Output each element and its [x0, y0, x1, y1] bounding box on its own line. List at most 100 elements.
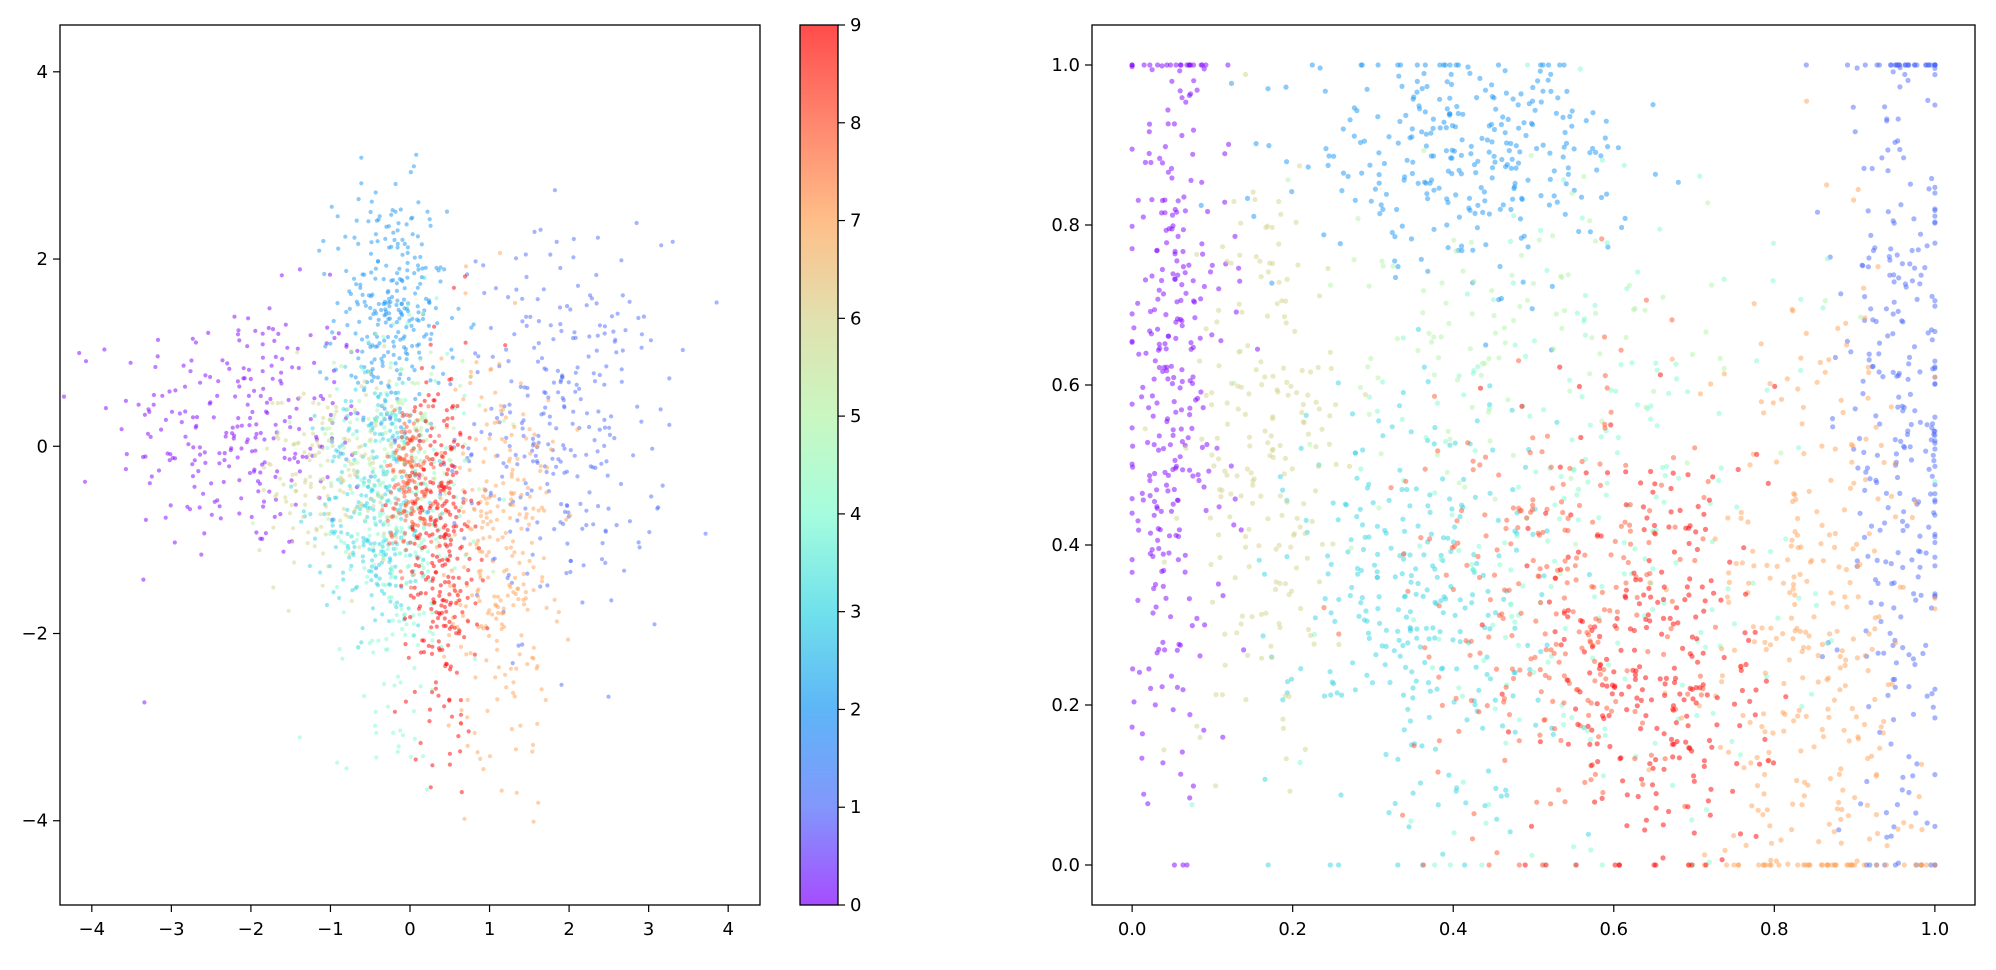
- data-point: [141, 577, 146, 582]
- data-point: [1434, 452, 1440, 458]
- data-point: [1193, 397, 1199, 403]
- data-point: [1932, 499, 1938, 505]
- data-point: [405, 245, 410, 250]
- data-point: [1896, 275, 1902, 281]
- data-point: [490, 612, 495, 617]
- data-point: [481, 536, 486, 541]
- data-point: [404, 547, 409, 552]
- data-point: [394, 368, 399, 373]
- data-point: [197, 445, 202, 450]
- data-point: [449, 315, 455, 321]
- data-point: [197, 452, 203, 457]
- data-point: [1460, 779, 1466, 785]
- data-point: [542, 508, 547, 513]
- data-point: [1906, 354, 1913, 360]
- data-point: [1228, 260, 1234, 266]
- data-point: [382, 397, 388, 402]
- data-point: [512, 332, 517, 337]
- data-point: [334, 409, 339, 414]
- data-point: [413, 550, 418, 555]
- data-point: [1150, 553, 1156, 560]
- data-point: [1637, 664, 1643, 670]
- data-point: [578, 501, 583, 506]
- data-point: [496, 610, 501, 616]
- data-point: [1173, 319, 1179, 325]
- data-point: [450, 355, 455, 360]
- data-point: [190, 462, 195, 467]
- data-point: [473, 351, 478, 356]
- data-point: [330, 519, 335, 524]
- data-point: [659, 243, 664, 248]
- data-point: [452, 588, 457, 593]
- data-point: [609, 414, 614, 419]
- data-point: [312, 360, 317, 365]
- data-point: [341, 445, 346, 450]
- data-point: [423, 411, 428, 416]
- data-point: [1799, 703, 1805, 710]
- data-point: [1674, 376, 1680, 382]
- data-point: [484, 422, 489, 427]
- data-point: [209, 481, 214, 486]
- data-point: [330, 523, 335, 528]
- data-point: [1541, 717, 1547, 723]
- data-point: [503, 415, 509, 420]
- data-point: [1276, 241, 1282, 247]
- data-point: [1209, 599, 1216, 605]
- data-point: [1376, 150, 1382, 156]
- data-point: [1439, 702, 1445, 709]
- data-point: [361, 559, 366, 564]
- data-point: [258, 393, 263, 399]
- data-point: [1139, 731, 1145, 737]
- data-point: [1754, 754, 1760, 761]
- data-point: [405, 275, 410, 280]
- data-point: [1440, 851, 1446, 857]
- data-point: [1882, 520, 1888, 526]
- data-point: [390, 208, 395, 213]
- data-point: [1233, 309, 1239, 315]
- colorbar-tick-label: 7: [850, 211, 861, 232]
- data-point: [181, 363, 186, 368]
- data-point: [627, 299, 632, 304]
- data-point: [1608, 409, 1614, 415]
- data-point: [156, 468, 162, 473]
- data-point: [1130, 666, 1136, 672]
- data-point: [1417, 106, 1423, 112]
- data-point: [1530, 531, 1536, 538]
- data-point: [476, 594, 481, 599]
- data-point: [1453, 248, 1459, 254]
- data-point: [267, 489, 272, 494]
- data-point: [1538, 193, 1544, 199]
- data-point: [1489, 175, 1495, 181]
- data-point: [1932, 414, 1938, 420]
- data-point: [330, 401, 335, 406]
- data-point: [1289, 189, 1295, 195]
- data-point: [1327, 669, 1333, 675]
- data-point: [198, 380, 203, 385]
- data-point: [1129, 496, 1135, 502]
- data-point: [507, 515, 513, 521]
- data-point: [1641, 527, 1647, 533]
- data-point: [1279, 298, 1285, 304]
- data-point: [1890, 369, 1896, 375]
- data-point: [1483, 533, 1489, 539]
- data-point: [373, 709, 378, 715]
- data-point: [412, 585, 417, 590]
- data-point: [1831, 829, 1837, 835]
- data-point: [1395, 62, 1401, 68]
- data-point: [1564, 566, 1571, 572]
- data-point: [1616, 862, 1622, 868]
- data-point: [458, 383, 463, 388]
- data-point: [434, 506, 439, 511]
- data-point: [493, 483, 498, 488]
- data-point: [1719, 679, 1725, 685]
- data-point: [1923, 642, 1929, 649]
- data-point: [1873, 413, 1879, 419]
- data-point: [445, 351, 450, 356]
- data-point: [388, 442, 393, 447]
- data-point: [479, 624, 484, 629]
- data-point: [1917, 231, 1924, 237]
- data-point: [270, 400, 275, 406]
- data-point: [354, 417, 360, 422]
- data-point: [1278, 211, 1284, 217]
- data-point: [370, 454, 375, 459]
